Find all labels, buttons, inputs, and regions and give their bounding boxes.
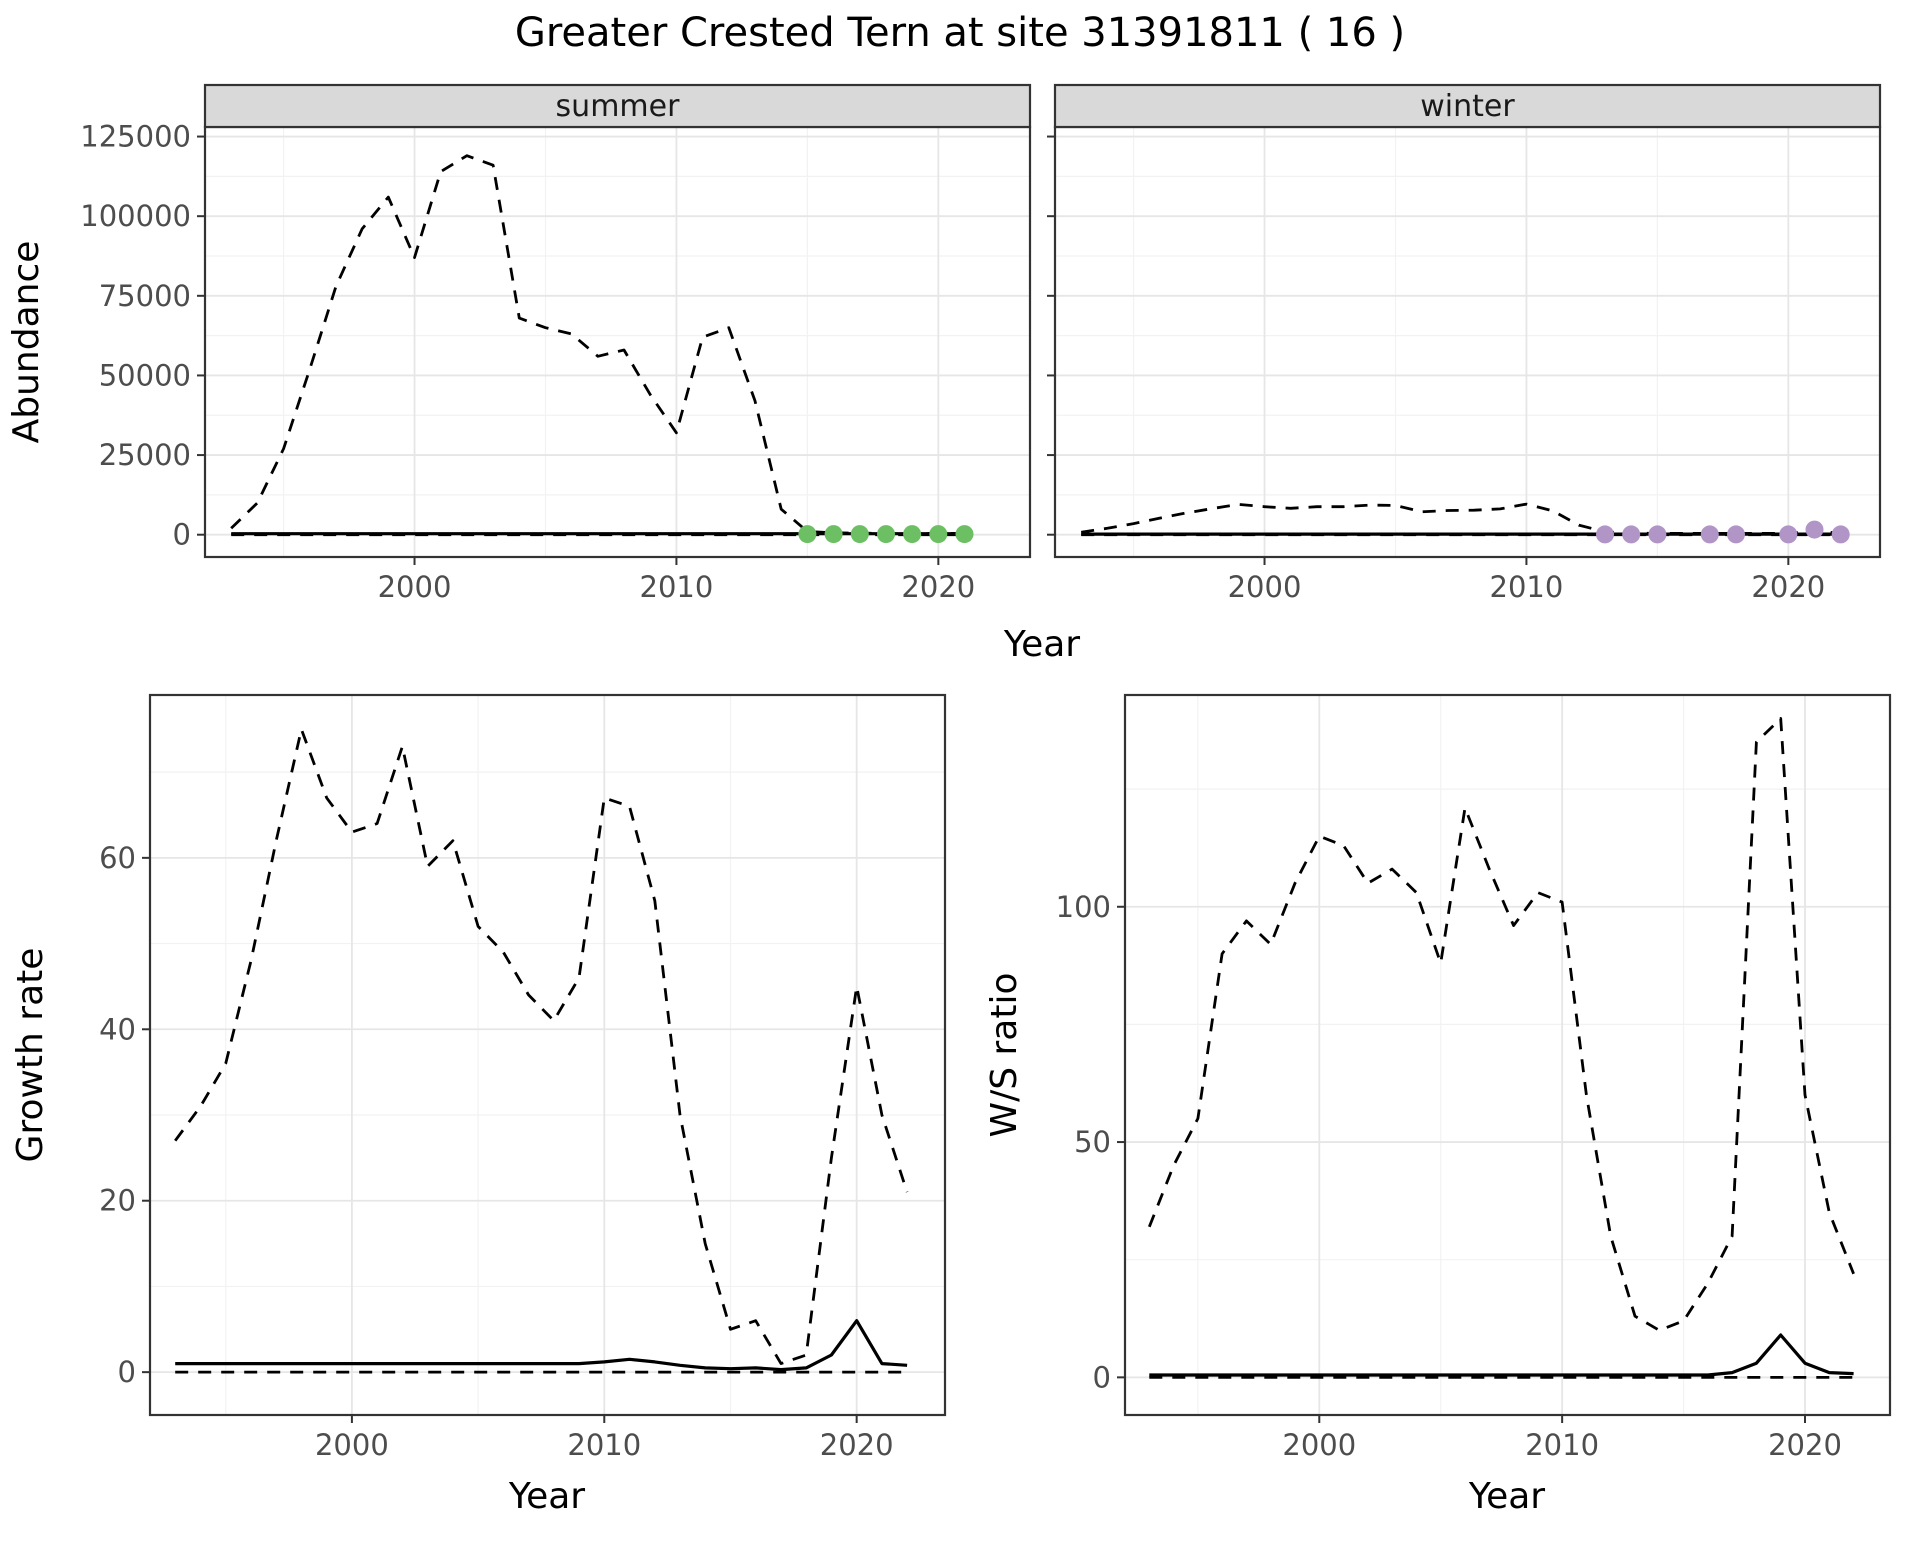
- y-tick-label: 125000: [80, 120, 191, 154]
- summer-survey-point: [850, 525, 869, 544]
- gridlines-growth-rate: [150, 695, 945, 1415]
- x-axis-title-year-ws: Year: [1468, 1476, 1545, 1517]
- axis-ticks-ws-ratio: [1117, 905, 1806, 1423]
- y-axis-title-growth-rate: Growth rate: [10, 948, 51, 1163]
- winter-survey-point: [1648, 525, 1667, 544]
- y-tick-label: 0: [1093, 1360, 1111, 1394]
- summer-survey-point: [877, 525, 895, 544]
- ws-ratio-solid-line: [1149, 1333, 1854, 1377]
- y-tick-label: 25000: [99, 438, 191, 472]
- x-tick-label: 2020: [1751, 570, 1825, 604]
- x-tick-label: 2010: [567, 1428, 641, 1462]
- panel-bg-abundance-summer: [205, 127, 1030, 557]
- y-tick-label: 20: [99, 1184, 136, 1218]
- panel-bg-growth-rate: [150, 695, 945, 1415]
- facet-strip-winter: [1053, 83, 1882, 129]
- axis-ticks-growth-rate: [142, 856, 858, 1423]
- x-tick-label: 2000: [1228, 570, 1302, 604]
- winter-survey-point: [1622, 525, 1641, 544]
- y-tick-label: 50000: [99, 358, 191, 392]
- y-tick-label: 60: [99, 841, 136, 875]
- y-tick-label: 50: [1074, 1125, 1111, 1159]
- winter-survey-point: [1727, 525, 1745, 544]
- facet-strip-label-winter: winter: [1420, 89, 1515, 124]
- summer-survey-point: [903, 525, 922, 544]
- summer-survey-point: [798, 525, 817, 544]
- figure-bottom-row: 2000 2010 2020 0 20 40 60 2000 2010 2020 0 50 100 Gro…: [0, 670, 1920, 1550]
- gridlines-ws-ratio: [1125, 695, 1890, 1415]
- growth-rate-upper-dashed-line: [174, 727, 909, 1365]
- figure-abundance: summer 2000 2010 2020 0 25000 50000 75000 100000…: [0, 70, 1920, 678]
- x-tick-label: 2010: [1525, 1428, 1599, 1462]
- y-tick-label: 40: [99, 1012, 136, 1046]
- y-axis-title-abundance: Abundance: [6, 241, 47, 444]
- facet-strip-summer: [203, 83, 1032, 129]
- winter-survey-point: [1596, 525, 1614, 544]
- panel-border-ws-ratio: [1123, 693, 1892, 1417]
- y-tick-label: 100000: [80, 199, 191, 233]
- y-tick-label: 0: [118, 1355, 136, 1389]
- y-axis-title-ws-ratio: W/S ratio: [984, 972, 1025, 1137]
- y-tick-label: 75000: [99, 279, 191, 313]
- x-axis-title-year-top: Year: [1003, 624, 1080, 665]
- chart-title: Greater Crested Tern at site 31391811 ( …: [514, 10, 1406, 56]
- winter-survey-point: [1779, 525, 1798, 544]
- axis-ticks-abundance-summer: [197, 135, 940, 565]
- summer-survey-point: [824, 525, 843, 544]
- x-tick-label: 2020: [1768, 1428, 1842, 1462]
- x-tick-label: 2020: [820, 1428, 894, 1462]
- growth-rate-solid-line: [175, 1319, 908, 1372]
- axis-ticks-abundance-winter: [1047, 135, 1790, 565]
- x-tick-label: 2010: [640, 570, 714, 604]
- x-tick-label: 2000: [378, 570, 452, 604]
- panel-bg-ws-ratio: [1125, 695, 1890, 1415]
- x-tick-label: 2020: [901, 570, 975, 604]
- winter-survey-point: [1700, 525, 1719, 544]
- facet-strip-label-summer: summer: [556, 89, 681, 124]
- summer-survey-point: [955, 525, 974, 544]
- winter-survey-point: [1805, 520, 1824, 539]
- x-axis-title-year-growth: Year: [508, 1476, 585, 1517]
- y-tick-label: 0: [173, 518, 191, 552]
- summer-survey-point: [929, 525, 948, 544]
- x-tick-label: 2000: [1282, 1428, 1356, 1462]
- y-tick-label: 100: [1056, 890, 1111, 924]
- ws-ratio-upper-dashed-line: [1147, 717, 1855, 1332]
- x-tick-label: 2010: [1490, 570, 1564, 604]
- x-tick-label: 2000: [315, 1428, 389, 1462]
- growth-and-ratio-charts: 2000 2010 2020 0 20 40 60 2000 2010 2020 0 50 100 Gro…: [10, 693, 1892, 1517]
- panel-bg-abundance-winter: [1055, 127, 1880, 557]
- winter-survey-point: [1831, 525, 1850, 544]
- panel-border-growth-rate: [148, 693, 947, 1417]
- abundance-chart: summer 2000 2010 2020 0 25000 50000 75000 100000…: [6, 83, 1882, 665]
